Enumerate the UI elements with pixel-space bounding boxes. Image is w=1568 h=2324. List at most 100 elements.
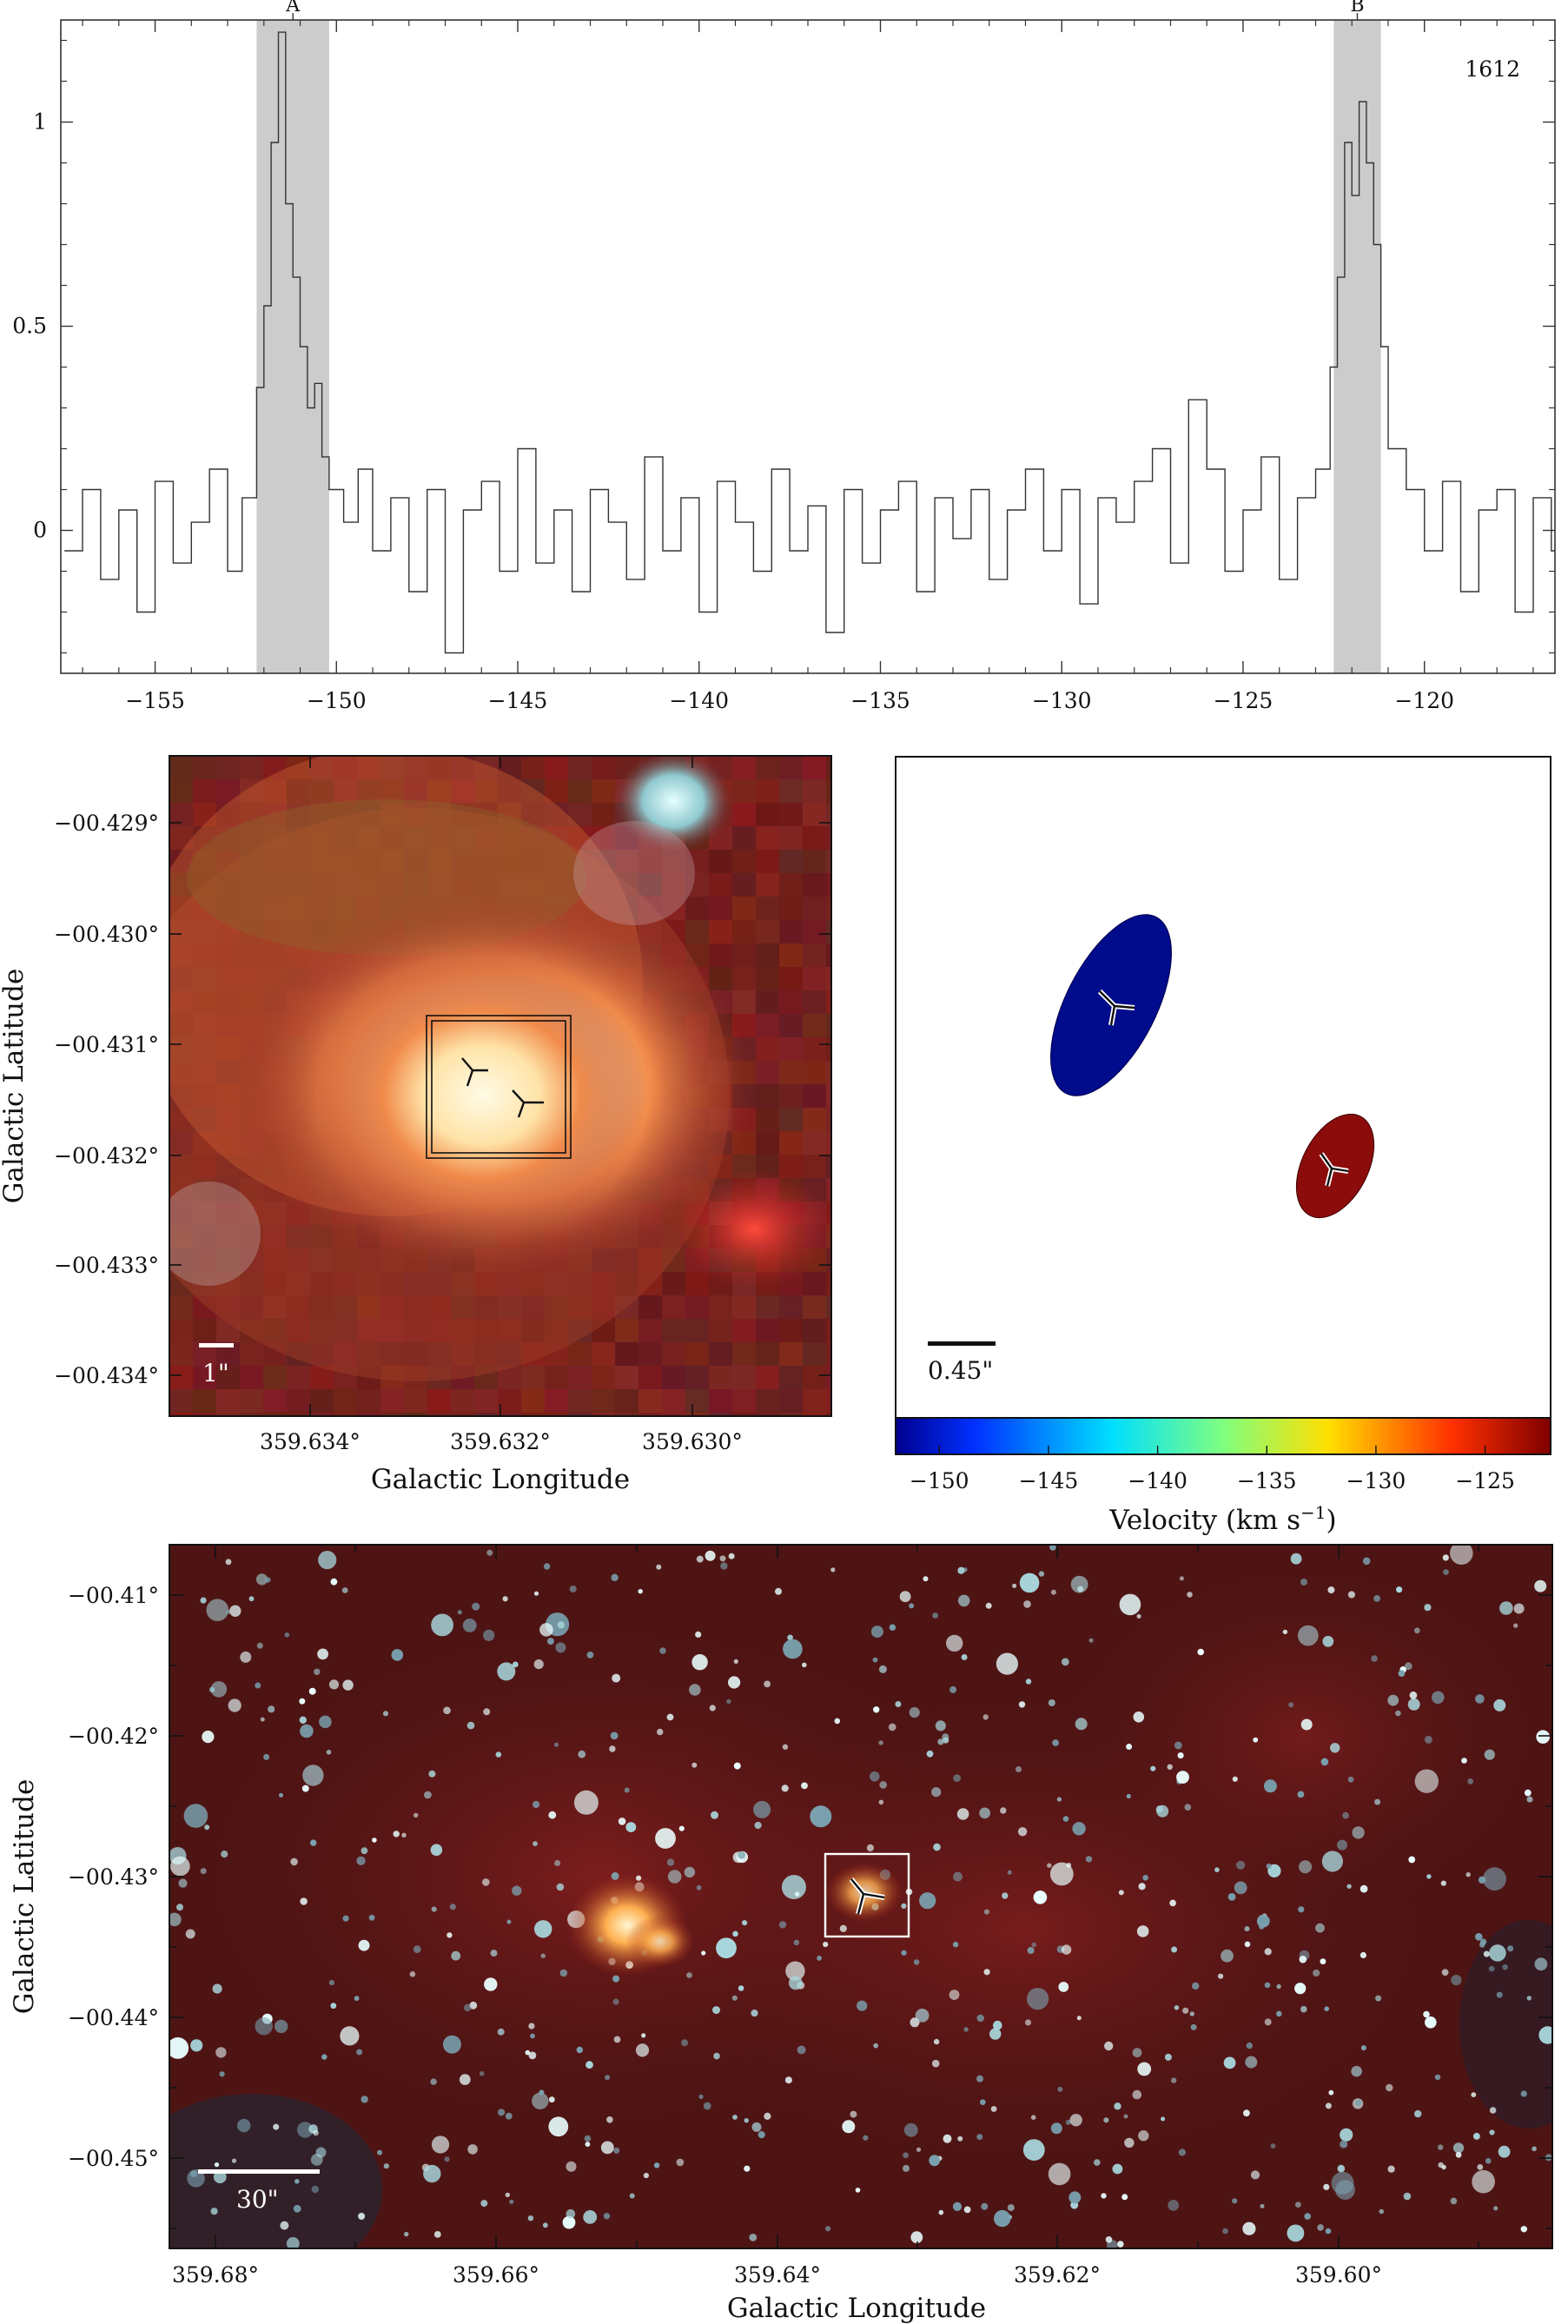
zoom-pixel (803, 1014, 826, 1037)
star (758, 2131, 765, 2139)
zoom-pixel (216, 756, 240, 779)
zoom-pixel (732, 944, 756, 967)
zoom-pixel (287, 1366, 310, 1389)
star (1171, 2077, 1177, 2083)
zoom-pixel (380, 1389, 404, 1413)
zoom-box-inner (431, 1020, 566, 1154)
star (866, 1844, 875, 1852)
band-label-a: A (285, 0, 301, 17)
star (1038, 1571, 1045, 1577)
star (562, 2215, 576, 2229)
zoom-image-panel: 1" 359.634° 359.632° 359.630° −00.429° −00.… (0, 755, 832, 1495)
zoom-pixel (685, 1342, 709, 1366)
star (231, 2158, 237, 2163)
velocity-marker-1 (1097, 989, 1135, 1026)
star (600, 2141, 614, 2155)
star (1374, 1798, 1381, 1805)
zoom-pixel (169, 1342, 193, 1366)
zoom-pixel (216, 803, 240, 826)
star (963, 2206, 971, 2214)
star (302, 1765, 324, 1786)
star (957, 1566, 965, 1574)
zoom-pixel (240, 1342, 263, 1366)
velocity-marker-2 (1319, 1152, 1349, 1187)
star (1398, 1670, 1406, 1677)
zoom-pixel (826, 1248, 831, 1272)
star (1101, 2193, 1107, 2199)
star (953, 1871, 963, 1882)
star (1434, 2074, 1441, 2081)
star (294, 2179, 300, 2184)
star (1330, 1743, 1340, 1753)
star (509, 2199, 514, 2204)
zoom-pixel (169, 850, 193, 873)
star (1065, 2119, 1071, 2125)
star (361, 2096, 368, 2103)
star (532, 2092, 549, 2109)
star (280, 2221, 289, 2230)
spectrum-x-tick-label: −125 (1214, 688, 1274, 713)
star (319, 1715, 332, 1729)
star (483, 1629, 495, 1641)
star (1496, 1991, 1503, 1998)
star (178, 1878, 188, 1888)
zoom-pixel (826, 850, 831, 873)
zoom-pixel (662, 1389, 685, 1413)
star (512, 1661, 519, 1668)
colorbar-label-sup: −1 (1300, 1502, 1326, 1523)
star (490, 1950, 498, 1957)
zoom-scale-label: 1" (202, 1359, 229, 1387)
star (1184, 1804, 1192, 1811)
zoom-pixel (545, 756, 568, 779)
star (1137, 2062, 1152, 2076)
star (1182, 2007, 1189, 2014)
star (1520, 2090, 1527, 2097)
zoom-pixel (709, 897, 732, 920)
zoom-image (169, 756, 831, 1416)
zoom-pixel (263, 779, 287, 803)
star (1442, 1554, 1449, 1561)
star (176, 1904, 183, 1911)
zoom-pixel (709, 1366, 732, 1389)
star (1375, 1995, 1382, 2002)
star (784, 2076, 792, 2084)
zoom-pixel (404, 756, 427, 779)
star (466, 1721, 475, 1730)
star (1049, 1862, 1074, 1886)
star (996, 1652, 1018, 1675)
star (609, 1745, 616, 1752)
zoom-y-tick-label: −00.431° (54, 1032, 159, 1057)
star (1493, 2206, 1499, 2211)
zoom-pixel (779, 1014, 803, 1037)
zoom-pixel (638, 1342, 662, 1366)
zoom-pixel (193, 1413, 216, 1416)
star (754, 1821, 762, 1830)
star (1244, 1926, 1250, 1932)
maser-marker-1 (461, 1057, 488, 1087)
star (275, 2019, 288, 2034)
zoom-pixel (756, 1413, 779, 1416)
zoom-pixel (803, 1319, 826, 1342)
star (442, 2035, 461, 2054)
zoom-pixel (803, 1295, 826, 1319)
star (1253, 1737, 1259, 1743)
zoom-pixel (310, 1413, 334, 1416)
star (1387, 1694, 1399, 1706)
star (1299, 1860, 1313, 1874)
star (1465, 1872, 1471, 1877)
star (1387, 2165, 1395, 2173)
star (888, 1723, 896, 1731)
star (512, 1885, 522, 1896)
star (712, 2006, 720, 2015)
star (953, 1774, 961, 1782)
star (1031, 1942, 1037, 1948)
star (1104, 2041, 1114, 2051)
zoom-pixel (756, 990, 779, 1014)
star (1371, 1655, 1378, 1662)
zoom-pixel (521, 1389, 545, 1413)
star (393, 1831, 400, 1837)
star (1471, 2092, 1477, 2098)
star (548, 2096, 555, 2103)
zoom-pixel (803, 1108, 826, 1131)
star (949, 1990, 960, 2001)
